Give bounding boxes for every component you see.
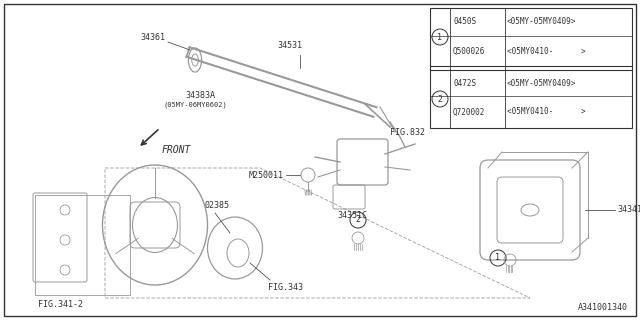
Text: 02385: 02385 bbox=[205, 201, 230, 210]
Text: 1: 1 bbox=[438, 33, 442, 42]
Text: 34341: 34341 bbox=[617, 205, 640, 214]
Text: A341001340: A341001340 bbox=[578, 303, 628, 312]
Text: <05MY0410-      >: <05MY0410- > bbox=[507, 108, 586, 116]
Text: Q500026: Q500026 bbox=[453, 46, 485, 55]
Text: Q720002: Q720002 bbox=[453, 108, 485, 116]
Text: 34361: 34361 bbox=[140, 34, 165, 43]
Text: 34351C: 34351C bbox=[337, 211, 367, 220]
Text: (05MY-06MY0602): (05MY-06MY0602) bbox=[163, 101, 227, 108]
Text: 0450S: 0450S bbox=[453, 18, 476, 27]
Bar bbox=[430, 8, 632, 128]
Text: 2: 2 bbox=[438, 94, 442, 103]
Text: 34383A: 34383A bbox=[185, 91, 215, 100]
Text: <05MY-05MY0409>: <05MY-05MY0409> bbox=[507, 18, 577, 27]
Text: 1: 1 bbox=[495, 253, 500, 262]
Text: 2: 2 bbox=[355, 215, 360, 225]
Text: M250011: M250011 bbox=[249, 171, 284, 180]
Text: 34531: 34531 bbox=[278, 41, 303, 50]
Text: FIG.832: FIG.832 bbox=[390, 128, 425, 137]
Text: <05MY0410-      >: <05MY0410- > bbox=[507, 46, 586, 55]
Text: 0472S: 0472S bbox=[453, 78, 476, 87]
Text: <05MY-05MY0409>: <05MY-05MY0409> bbox=[507, 78, 577, 87]
Bar bbox=[35, 195, 130, 295]
Text: FRONT: FRONT bbox=[162, 145, 191, 155]
Text: FIG.341-2: FIG.341-2 bbox=[38, 300, 83, 309]
Text: FIG.343: FIG.343 bbox=[268, 283, 303, 292]
